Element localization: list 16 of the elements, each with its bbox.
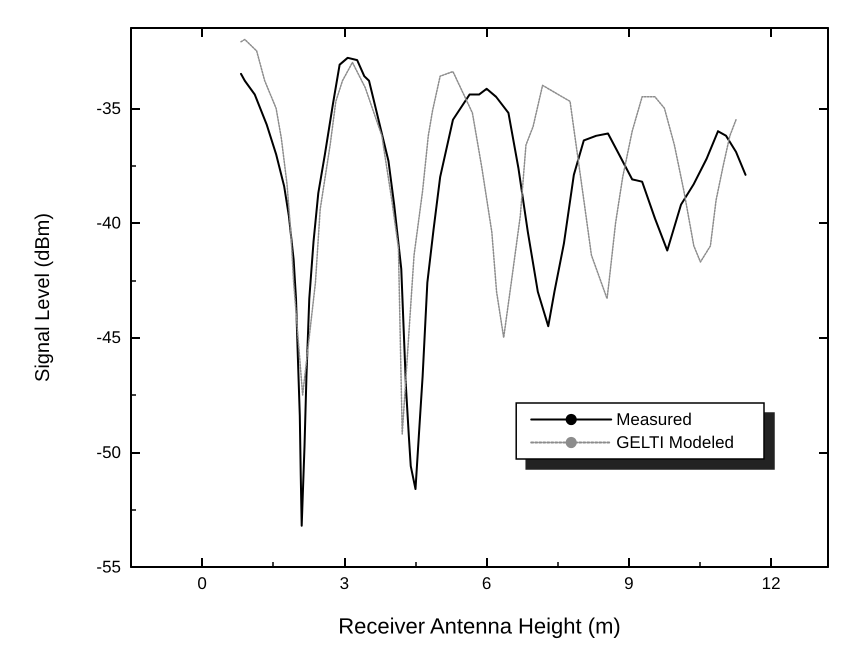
legend-label: Measured (616, 410, 692, 429)
y-tick-label: -45 (96, 328, 121, 348)
x-tick-label: 3 (340, 574, 350, 593)
line-series (240, 56, 746, 527)
y-tick-label: -50 (96, 442, 121, 462)
x-tick-label: 12 (762, 574, 781, 593)
line-series (240, 38, 737, 435)
x-axis-title: Receiver Antenna Height (m) (338, 614, 621, 638)
legend-label: GELTI Modeled (616, 433, 734, 452)
x-tick-label: 6 (482, 574, 492, 593)
y-axis-title: Signal Level (dBm) (32, 213, 54, 382)
y-tick-label: -35 (96, 98, 121, 118)
x-tick-label: 9 (624, 574, 634, 593)
x-tick-label: 0 (197, 574, 207, 593)
y-tick-label: -40 (96, 213, 121, 232)
y-tick-label: -55 (96, 558, 121, 576)
